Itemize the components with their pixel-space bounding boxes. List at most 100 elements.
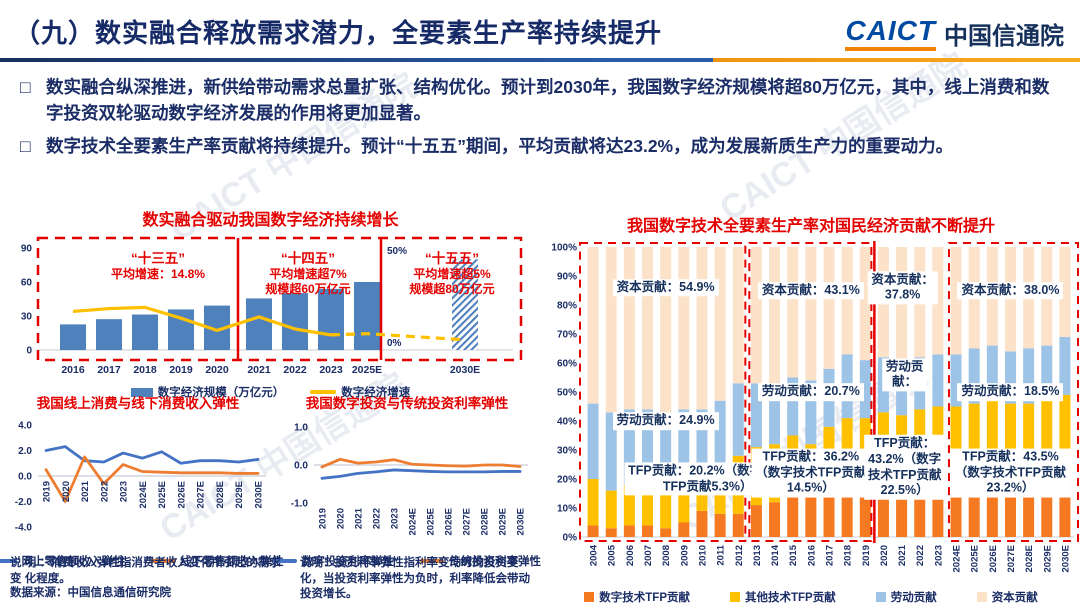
- x-tick: 2022: [283, 364, 307, 376]
- bar-segment: [787, 496, 799, 537]
- bar-segment: [678, 247, 690, 410]
- x-tick: 2013: [752, 545, 763, 566]
- x-tick: 2028E: [480, 508, 491, 535]
- bar-segment: [750, 247, 762, 384]
- legend-item: 线下零售额收入弹性: [151, 553, 284, 569]
- bar-segment: [932, 406, 944, 471]
- group-box: [947, 242, 1079, 542]
- bar-segment: [750, 447, 762, 506]
- tick-label: -2.0: [15, 497, 33, 508]
- bar-segment: [587, 525, 599, 537]
- chart-title: 我国线上消费与线下消费收入弹性: [36, 396, 240, 411]
- tick-label: 20%: [557, 475, 577, 486]
- legend-item: 其他技术TFP贡献: [730, 589, 836, 605]
- series-line: [320, 468, 522, 480]
- x-tick: 2005: [607, 544, 618, 566]
- note-investment: 说明：投资利率弹性指利率变动时的投资变化，当投资利率弹性为负时，利率降低会带动投…: [300, 557, 530, 601]
- bar-segment: [605, 528, 617, 537]
- x-tick: 2030E: [516, 508, 527, 535]
- bar-segment: [678, 409, 690, 482]
- group-box: [579, 242, 747, 542]
- x-tick: 2030E: [254, 481, 265, 508]
- x-tick: 2023: [933, 545, 944, 566]
- bar-segment: [859, 360, 871, 419]
- x-tick: 2008: [661, 545, 672, 566]
- x-tick: 2007: [643, 545, 654, 566]
- chart-title: 我国数字技术全要素生产率对国民经济贡献不断提升: [626, 218, 995, 235]
- caict-logo: CAICT 中国信通院: [845, 16, 1064, 51]
- tick-label: 30: [21, 312, 33, 323]
- chart-legend: 数字经济规模（万亿元） 数字经济增速: [8, 384, 533, 400]
- x-tick: 2029E: [498, 508, 509, 535]
- bar-segment: [587, 247, 599, 404]
- tick-label: 90: [21, 244, 33, 255]
- bullet-text: 数实融合纵深推进，新供给带动需求总量扩张、结构优化。预计到2030年，我国数字经…: [46, 77, 1050, 124]
- x-tick: 2004: [589, 544, 600, 566]
- tick-label: 0.0: [18, 472, 32, 483]
- legend-swatch: [310, 390, 337, 394]
- bar-segment: [1041, 470, 1053, 537]
- bar-segment: [1023, 247, 1035, 349]
- bar-segment: [805, 380, 817, 445]
- bar-segment: [859, 247, 871, 361]
- tick-label: 30%: [557, 446, 577, 457]
- bar-segment: [986, 400, 998, 471]
- bar-segment: [696, 510, 708, 537]
- bar-segment: [950, 247, 962, 355]
- x-tick: 2020: [205, 364, 229, 376]
- x-tick: 2006: [625, 545, 636, 566]
- bar-segment: [750, 505, 762, 537]
- x-tick: 2023: [119, 481, 130, 502]
- caict-logo-name: 中国信通院: [944, 23, 1064, 50]
- bar-segment: [896, 415, 908, 474]
- tick-label: 40%: [557, 417, 577, 428]
- bar-segment: [1004, 403, 1016, 471]
- bar-segment: [932, 470, 944, 537]
- chart-dashed-border: [36, 236, 523, 362]
- bar-segment: [787, 435, 799, 497]
- x-tick: 2011: [716, 544, 727, 565]
- investment-elasticity-chart: 我国数字投资与传统投资利率弹性 1.0 0.0 -1.0 2019 2020 2021 20…: [273, 392, 541, 569]
- bar-segment: [841, 247, 853, 355]
- x-tick: 2025E: [970, 545, 981, 572]
- bar-segment: [950, 473, 962, 537]
- x-tick: 2024E: [408, 508, 419, 535]
- bar-segment: [896, 247, 908, 361]
- x-tick: 2015: [788, 544, 799, 566]
- x-tick: 2021: [354, 507, 365, 529]
- legend-label: 线下零售额收入弹性: [180, 556, 284, 568]
- legend-swatch: [273, 559, 297, 563]
- gdp-bar: [96, 319, 122, 350]
- bar-segment: [623, 247, 635, 410]
- group-box: [748, 242, 873, 542]
- bar-segment: [968, 247, 980, 349]
- tick-label: 0%: [563, 533, 578, 544]
- bar-segment: [1059, 336, 1071, 395]
- bar-segment: [660, 247, 672, 413]
- period-annotation: 规模超80万亿元: [409, 281, 494, 296]
- bar-segment: [986, 247, 998, 346]
- tick-label: 0.0: [294, 461, 308, 472]
- chart-legend: 数字投资利率弹性 传统投资利率弹性: [273, 553, 541, 569]
- legend-label: 数字技术TFP贡献: [599, 592, 690, 604]
- bar-segment: [732, 513, 744, 537]
- bar-segment: [605, 412, 617, 491]
- x-tick: 2022: [372, 508, 383, 529]
- gdp-bar: [60, 324, 86, 350]
- bar-segment: [823, 368, 835, 427]
- bar-segment: [714, 467, 726, 514]
- bar-segment: [1059, 394, 1071, 465]
- x-tick: 2026E: [988, 545, 999, 572]
- legend-swatch: [0, 559, 17, 563]
- tick-label: 0: [26, 346, 32, 357]
- bar-segment: [696, 409, 708, 474]
- x-tick: 2019: [318, 508, 329, 529]
- x-tick: 2029E: [1042, 545, 1053, 572]
- bar-segment: [623, 525, 635, 537]
- x-tick: 2012: [734, 545, 745, 566]
- bar-segment: [732, 455, 744, 514]
- gdp-bar: [354, 282, 380, 350]
- bar-segment: [805, 247, 817, 381]
- chart-legend: 数字技术TFP贡献 其他技术TFP贡献 劳动贡献 资本贡献: [542, 589, 1080, 605]
